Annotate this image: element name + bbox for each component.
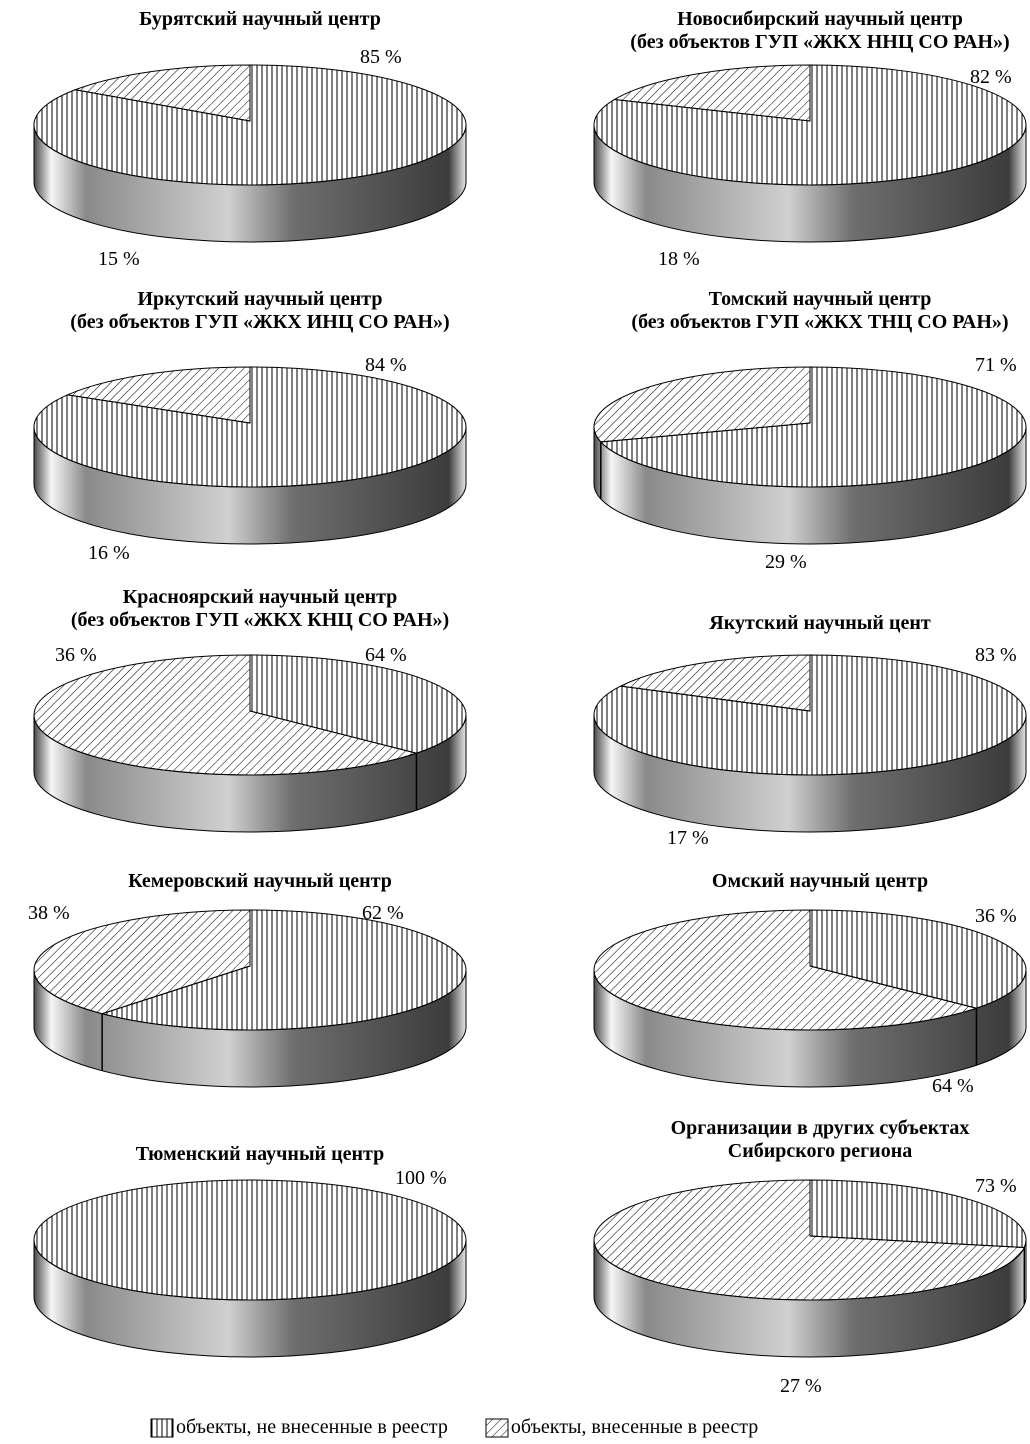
pie-panel: Бурятский научный центр 85 % 15 % xyxy=(10,8,510,293)
pie-slice xyxy=(100,909,467,1031)
pie-panel: Красноярский научный центр (без объектов… xyxy=(10,586,510,871)
pie-slice xyxy=(33,654,419,776)
pie-slice xyxy=(809,909,1027,1009)
chart-title: Бурятский научный центр xyxy=(139,8,381,30)
data-label: 15 % xyxy=(98,248,140,270)
pie-3d-svg xyxy=(593,366,1027,545)
pie-slice xyxy=(249,654,467,754)
data-label: 18 % xyxy=(658,248,700,270)
data-label: 36 % xyxy=(55,644,97,666)
pie-slice xyxy=(599,366,1027,488)
pie-slice xyxy=(593,654,1027,776)
pie-3d-svg xyxy=(593,64,1027,243)
legend-item-registered: объекты, внесенные в реестр xyxy=(485,1416,758,1439)
chart-title: Кемеровский научный центр xyxy=(128,870,392,892)
data-label: 17 % xyxy=(667,827,709,849)
pie-panel: Якутский научный цент 83 % 17 % xyxy=(570,612,1030,897)
pie-slice xyxy=(33,909,251,1015)
chart-title: Организации в других субъектах Сибирског… xyxy=(670,1117,970,1162)
pie-panel: Организации в других субъектах Сибирског… xyxy=(570,1117,1030,1402)
pie-slice xyxy=(33,1179,467,1301)
pie-3d-svg xyxy=(593,654,1027,833)
chart-title: Красноярский научный центр (без объектов… xyxy=(70,586,450,631)
pie-panel: Тюменский научный центр 100 % xyxy=(10,1143,510,1428)
data-label: 82 % xyxy=(970,66,1012,88)
pie-panel: Томский научный центр (без объектов ГУП … xyxy=(570,288,1030,573)
pie-3d-svg xyxy=(33,909,467,1088)
pie-panel: Иркутский научный центр (без объектов ГУ… xyxy=(10,288,510,573)
pie-3d-svg xyxy=(33,366,467,545)
data-label: 100 % xyxy=(395,1167,447,1189)
data-label: 38 % xyxy=(28,902,70,924)
diagonal-hatch-swatch-icon xyxy=(485,1418,509,1437)
pie-slice xyxy=(65,366,251,424)
legend-label-registered: объекты, внесенные в реестр xyxy=(510,1416,759,1438)
data-label: 73 % xyxy=(975,1175,1017,1197)
pie-slice xyxy=(619,654,811,712)
legend-item-unregistered: объекты, не внесенные в реестр xyxy=(150,1416,448,1439)
pie-3d-svg xyxy=(33,64,467,243)
data-label: 64 % xyxy=(932,1075,974,1097)
chart-title: Тюменский научный центр xyxy=(135,1143,385,1165)
chart-title: Иркутский научный центр (без объектов ГУ… xyxy=(70,288,450,333)
data-label: 83 % xyxy=(975,644,1017,666)
pie-slice xyxy=(593,1179,1026,1301)
pie-slice xyxy=(73,64,251,122)
pie-3d-svg xyxy=(593,1179,1027,1358)
chart-title: Омский научный центр xyxy=(711,870,929,892)
legend-label-unregistered: объекты, не внесенные в реестр xyxy=(176,1416,448,1438)
pie-slice xyxy=(593,366,811,443)
data-label: 71 % xyxy=(975,354,1017,376)
chart-title: Новосибирский научный центр (без объекто… xyxy=(630,8,1010,53)
pie-slice xyxy=(593,909,979,1031)
data-label: 84 % xyxy=(365,354,407,376)
pie-slice xyxy=(593,64,1027,186)
pie-slice xyxy=(33,64,467,186)
chart-title: Томский научный центр (без объектов ГУП … xyxy=(631,288,1009,333)
pie-panel: Омский научный центр 36 % 64 % xyxy=(570,870,1030,1155)
chart-title: Якутский научный цент xyxy=(709,612,931,634)
pie-panel: Кемеровский научный центр 62 % 38 % xyxy=(10,870,510,1155)
data-label: 16 % xyxy=(88,542,130,564)
data-label: 85 % xyxy=(360,46,402,68)
pie-panel: Новосибирский научный центр (без объекто… xyxy=(570,8,1030,293)
pie-3d-svg xyxy=(593,909,1027,1088)
pie-slice xyxy=(613,64,811,122)
pie-3d-svg xyxy=(33,1179,467,1358)
pie-slice xyxy=(33,366,467,488)
data-label: 36 % xyxy=(975,905,1017,927)
data-label: 62 % xyxy=(362,902,404,924)
pie-slice xyxy=(809,1179,1027,1249)
data-label: 27 % xyxy=(780,1375,822,1397)
data-label: 64 % xyxy=(365,644,407,666)
legend: объекты, не внесенные в реестр объекты, … xyxy=(150,1416,790,1444)
data-label: 29 % xyxy=(765,551,807,573)
vertical-hatch-swatch-icon xyxy=(150,1418,174,1437)
pie-3d-svg xyxy=(33,654,467,833)
